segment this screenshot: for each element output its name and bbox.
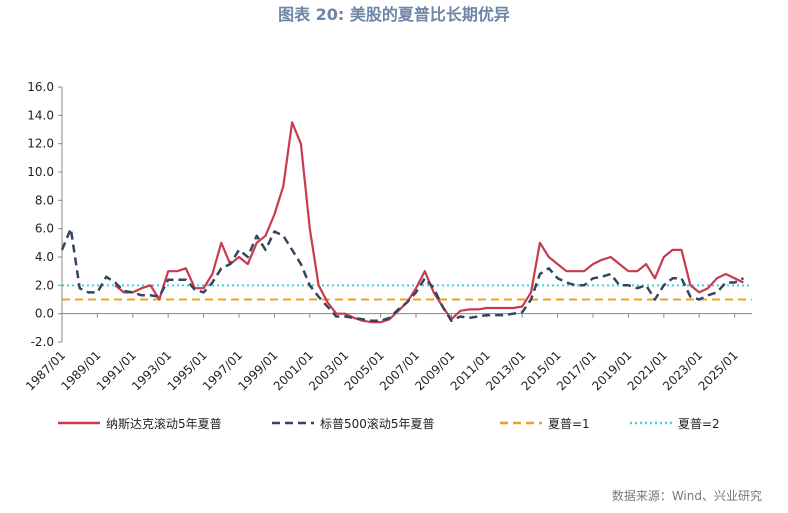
y-tick-label: 16.0 (27, 80, 54, 94)
legend-label: 纳斯达克滚动5年夏普 (106, 416, 222, 431)
series-line (60, 227, 744, 323)
y-tick-label: 4.0 (35, 250, 54, 264)
legend-label: 夏普=2 (678, 417, 720, 431)
y-tick-label: -2.0 (31, 335, 54, 349)
y-tick-label: 2.0 (35, 278, 54, 292)
y-tick-label: 14.0 (27, 108, 54, 122)
source-note: 数据来源：Wind、兴业研究 (612, 488, 762, 503)
legend-label: 夏普=1 (548, 417, 590, 431)
y-tick-label: 12.0 (27, 137, 54, 151)
x-tick-label: 2025/01 (696, 348, 741, 393)
legend-label: 标普500滚动5年夏普 (320, 416, 435, 431)
chart-title: 图表 20: 美股的夏普比长期优异 (278, 5, 510, 24)
y-tick-label: 8.0 (35, 193, 54, 207)
y-tick-label: 6.0 (35, 222, 54, 236)
y-tick-label: 0.0 (35, 307, 54, 321)
y-tick-label: 10.0 (27, 165, 54, 179)
